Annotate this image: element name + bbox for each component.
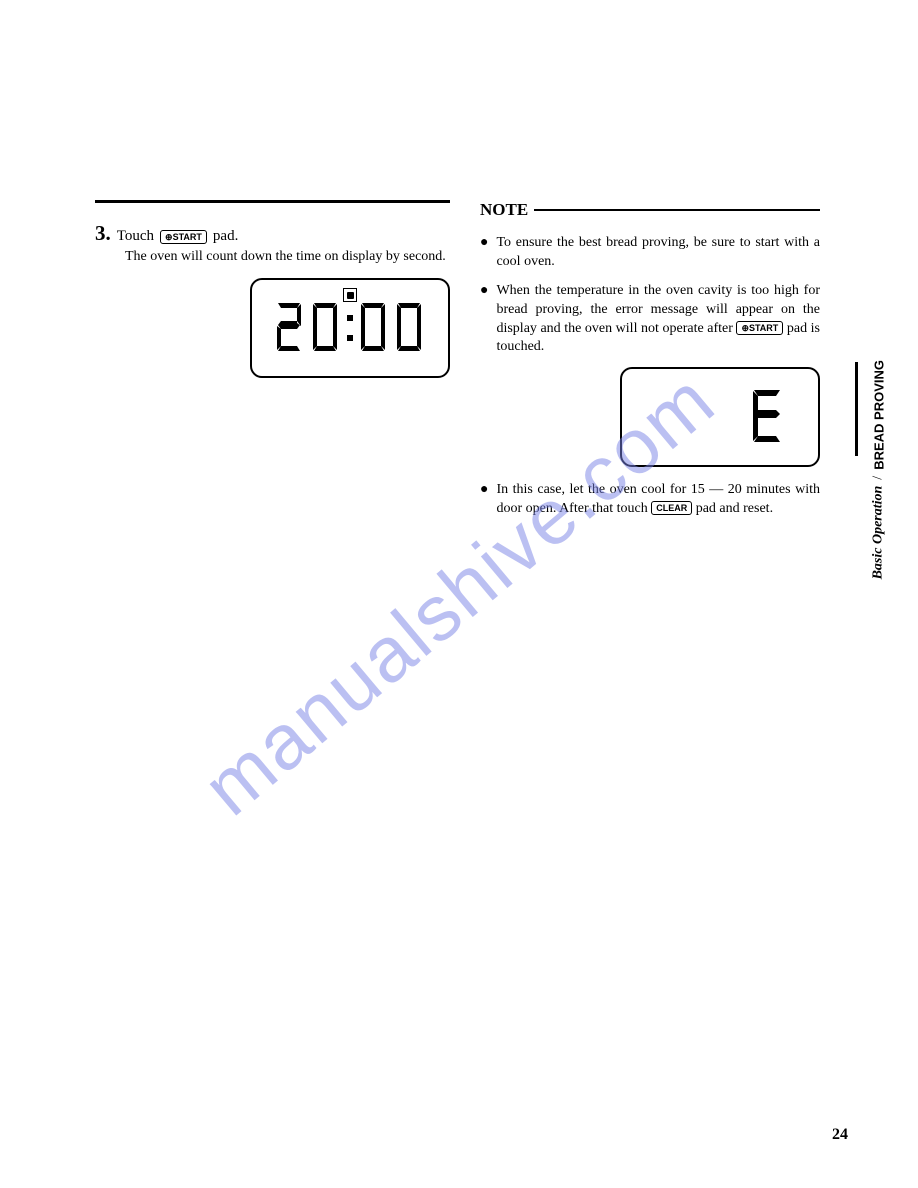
oven-display-error [620,367,820,467]
note-bullet-1: ● To ensure the best bread proving, be s… [480,234,820,272]
note-bullet-3: ● In this case, let the oven cool for 15… [480,481,820,519]
start-pad-button: ⊕START [160,230,207,244]
note-header: NOTE [480,200,820,220]
side-tab-bar [855,362,858,456]
note-bullet-2: ● When the temperature in the oven cavit… [480,282,820,358]
manual-page: manualshive.com 3. Touch ⊕START pad. The… [0,0,918,1188]
oven-display-timer [250,278,450,378]
step-3-line: 3. Touch ⊕START pad. [95,221,450,246]
bullet-dot: ● [480,234,488,272]
indicator-dot [347,292,354,299]
bullet-dot: ● [480,481,488,519]
digit-2 [273,301,307,355]
right-column: NOTE ● To ensure the best bread proving,… [480,200,820,529]
seven-segment-time [273,301,427,355]
divider-rule [95,200,450,203]
colon-dot [347,335,353,341]
colon [347,315,353,341]
left-column: 3. Touch ⊕START pad. The oven will count… [95,200,450,529]
digit-0-c [393,301,427,355]
note-label: NOTE [480,200,528,220]
side-tab: Basic Operation / BREAD PROVING [870,360,886,579]
touch-word: Touch [117,228,154,245]
note-rule [534,209,820,211]
bullet-dot: ● [480,282,488,358]
colon-dot [347,315,353,321]
display-indicator-icon [343,288,357,302]
clear-pad-button: CLEAR [651,501,692,515]
step-number: 3. [95,221,111,246]
page-number: 24 [832,1126,848,1144]
start-pad-button: ⊕START [736,321,783,335]
side-tab-section: Basic Operation [870,486,886,580]
digit-0-a [309,301,343,355]
side-tab-subsection: BREAD PROVING [871,360,886,470]
error-e-glyph [748,387,788,447]
digit-0-b [357,301,391,355]
pad-word: pad. [213,228,238,245]
bullet-3-text: In this case, let the oven cool for 15 —… [496,481,820,519]
side-tab-slash: / [870,476,886,480]
bullet-2-text: When the temperature in the oven cavity … [496,282,820,358]
two-column-layout: 3. Touch ⊕START pad. The oven will count… [95,200,858,529]
step-subtext: The oven will count down the time on dis… [125,248,450,266]
bullet-3-post: pad and reset. [696,501,773,516]
bullet-1-text: To ensure the best bread proving, be sur… [496,234,820,272]
